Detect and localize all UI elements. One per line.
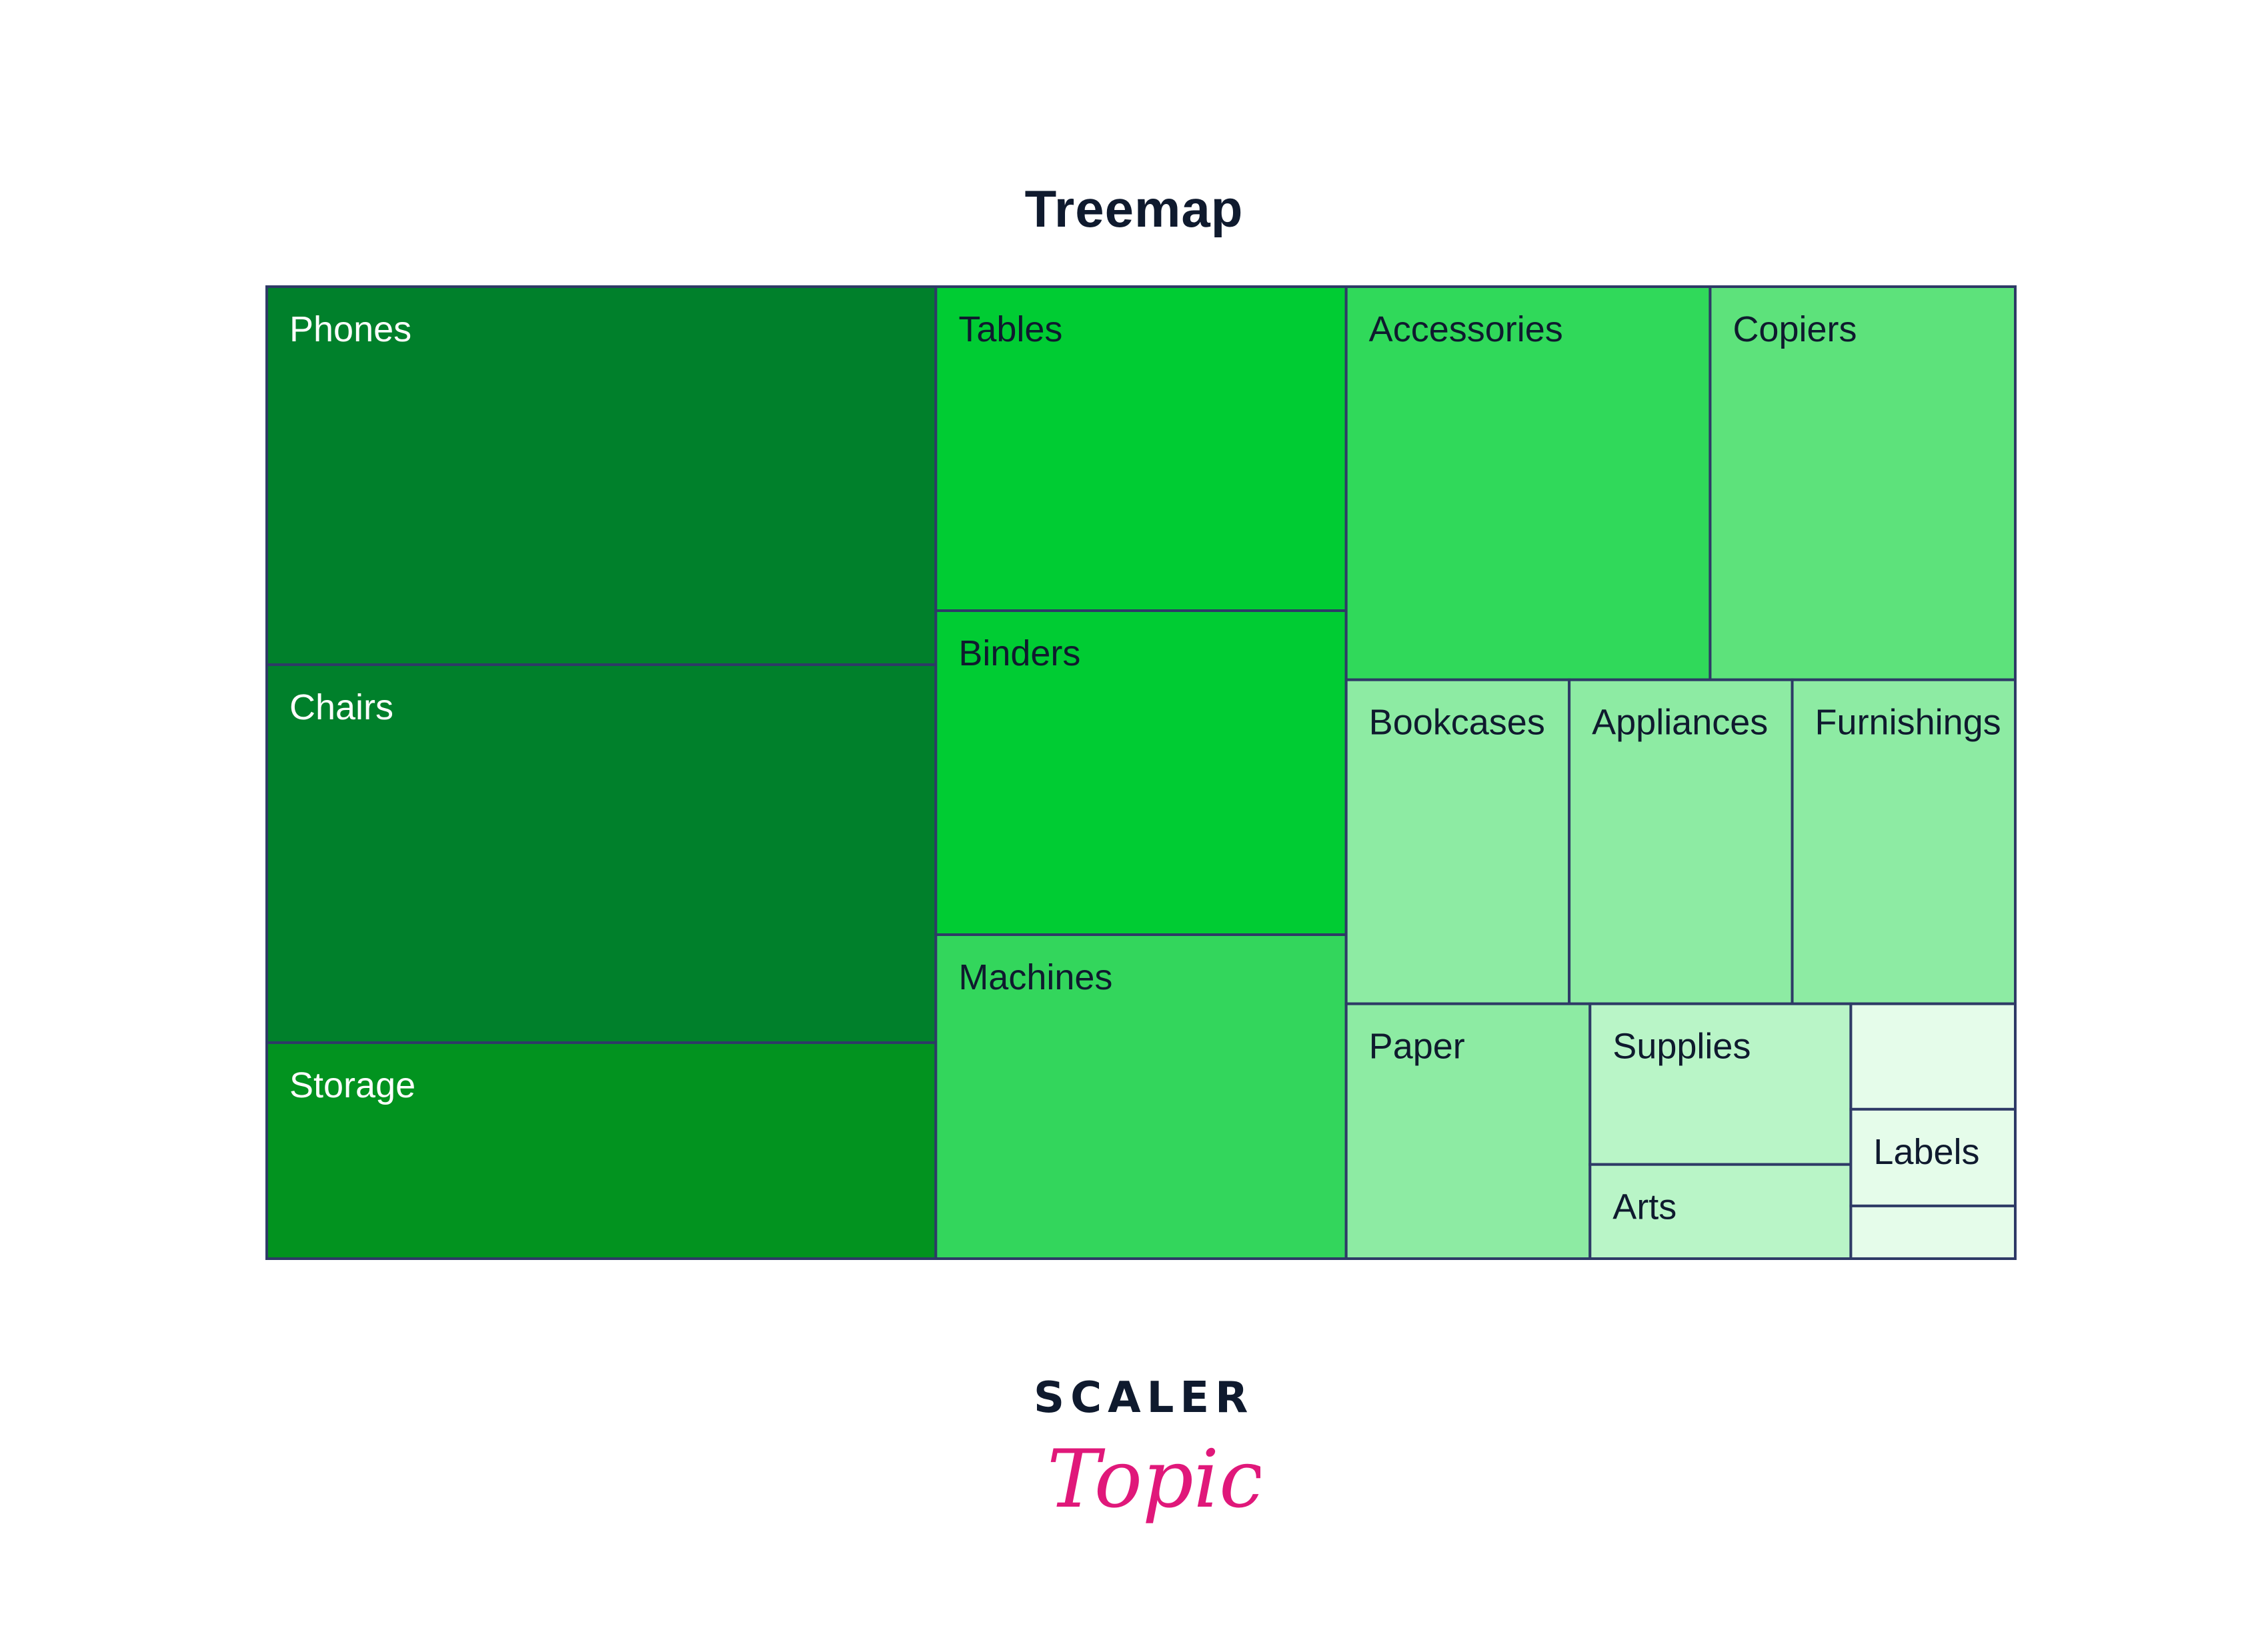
- tile-label-labels: Labels: [1873, 1132, 1979, 1172]
- tile-binders: [934, 609, 1348, 936]
- tile-label-chairs: Chairs: [289, 687, 393, 727]
- brand-wordmark: SCALER: [1034, 1373, 1254, 1423]
- tile-copiers: [1709, 285, 2017, 681]
- tile-label-tables: Tables: [958, 309, 1062, 349]
- tile-paper: [1344, 1002, 1592, 1261]
- tile-label-accessories: Accessories: [1369, 309, 1563, 349]
- tile-label-bookcases: Bookcases: [1369, 703, 1545, 743]
- brand-script-logo: Topics: [1047, 1433, 1260, 1526]
- tile-supplies: [1588, 1002, 1853, 1166]
- chart-title: Treemap: [1024, 179, 1244, 238]
- tile-appliances: [1568, 678, 1794, 1005]
- tile-tables: [934, 285, 1348, 612]
- tile-label-machines: Machines: [958, 957, 1112, 997]
- brand-logo: SCALER Topics: [1034, 1373, 1260, 1560]
- tile-bookcases: [1344, 678, 1571, 1005]
- tile-unlabeled-14: [1849, 1002, 2017, 1111]
- tile-label-copiers: Copiers: [1733, 309, 1857, 349]
- tile-phones: [265, 285, 938, 666]
- tile-labels: [1849, 1107, 2017, 1207]
- tile-label-phones: Phones: [289, 309, 411, 349]
- tile-label-paper: Paper: [1369, 1027, 1465, 1067]
- tile-label-arts: Arts: [1612, 1187, 1676, 1227]
- tile-label-furnishings: Furnishings: [1815, 703, 2001, 743]
- tile-storage: [265, 1041, 938, 1260]
- tile-label-binders: Binders: [958, 633, 1080, 673]
- tile-label-storage: Storage: [289, 1065, 415, 1105]
- brand-script-text: Topics: [1047, 1433, 1260, 1526]
- tile-furnishings: [1791, 678, 2017, 1005]
- tile-label-supplies: Supplies: [1612, 1027, 1751, 1067]
- tile-unlabeled-16: [1849, 1204, 2017, 1260]
- tile-machines: [934, 933, 1348, 1260]
- tile-label-appliances: Appliances: [1592, 703, 1768, 743]
- tile-arts: [1588, 1163, 1853, 1261]
